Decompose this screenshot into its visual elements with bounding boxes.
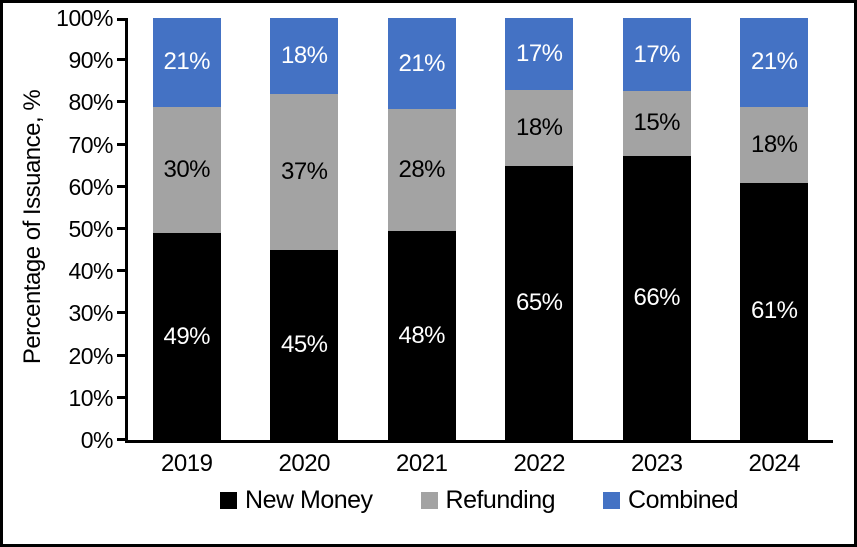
y-tick-label: 40% [68, 258, 113, 285]
bar-segment-refunding: 30% [152, 106, 221, 234]
legend-item-combined: Combined [603, 486, 738, 515]
plot-area: 21% 30% 49% 18% 37% 45% 21% 28% 48% 17% 18% 65% 17% 1… [117, 18, 833, 443]
y-tick-label: 30% [68, 300, 113, 327]
y-tick-label: 70% [68, 131, 113, 158]
bar-segment-refunding: 37% [270, 93, 339, 251]
legend: New Money Refunding Combined [125, 486, 833, 515]
bar-segment-combined: 21% [152, 18, 221, 107]
legend-label: Combined [628, 486, 738, 514]
y-tick-mark [117, 58, 125, 62]
bar-segment-refunding: 28% [387, 109, 456, 232]
y-axis-labels: 0% 10% 20% 30% 40% 50% 60% 70% 80% 90% 100% [3, 5, 113, 453]
bar-slot-2024: 21% 18% 61% [716, 18, 834, 440]
y-tick-label: 50% [68, 216, 113, 242]
bar-segment-refunding: 15% [622, 91, 691, 156]
legend-item-refunding: Refunding [420, 486, 556, 515]
legend-label: New Money [245, 486, 373, 514]
bars-container: 21% 30% 49% 18% 37% 45% 21% 28% 48% 17% 18% 65% 17% 1… [128, 18, 833, 440]
legend-swatch-icon [420, 492, 438, 509]
bar-segment-new-money: 49% [152, 233, 221, 440]
y-tick-mark [117, 18, 125, 21]
y-tick-mark [117, 269, 125, 273]
x-tick-label: 2022 [513, 450, 566, 477]
bar-segment-new-money: 65% [505, 165, 574, 440]
y-tick-mark [117, 438, 125, 441]
bar-segment-combined: 21% [387, 18, 456, 110]
y-tick-mark [117, 227, 125, 230]
bar-segment-new-money: 66% [622, 155, 691, 440]
y-tick-mark [117, 184, 125, 188]
bar-slot-2020: 18% 37% 45% [246, 18, 364, 440]
x-tick-label: 2023 [631, 450, 683, 477]
stacked-bar-2024: 21% 18% 61% [740, 18, 809, 440]
bar-segment-refunding: 18% [740, 106, 809, 183]
legend-swatch-icon [603, 492, 621, 509]
y-tick-label: 80% [68, 89, 113, 116]
y-tick-label: 100% [56, 5, 113, 31]
bar-segment-combined: 18% [270, 18, 339, 94]
bar-segment-new-money: 48% [387, 231, 456, 440]
bar-slot-2023: 17% 15% 66% [598, 18, 716, 440]
bar-segment-combined: 17% [505, 18, 574, 90]
bar-segment-refunding: 18% [505, 89, 574, 166]
legend-label: Refunding [445, 486, 556, 514]
y-tick-label: 20% [68, 342, 113, 369]
y-tick-mark [117, 311, 125, 315]
y-tick-mark [117, 142, 125, 146]
x-tick-label: 2024 [748, 450, 801, 477]
bar-slot-2019: 21% 30% 49% [128, 18, 246, 440]
x-tick-label: 2019 [161, 450, 213, 477]
bar-segment-combined: 21% [740, 18, 809, 107]
stacked-bar-2019: 21% 30% 49% [152, 18, 221, 440]
stacked-bar-2022: 17% 18% 65% [505, 18, 574, 440]
bar-slot-2021: 21% 28% 48% [363, 18, 481, 440]
bar-segment-new-money: 61% [740, 182, 809, 440]
y-tick-label: 0% [80, 427, 114, 453]
y-tick-mark [117, 100, 125, 104]
stacked-bar-2021: 21% 28% 48% [387, 18, 456, 440]
bar-segment-new-money: 45% [270, 250, 339, 440]
y-tick-mark [117, 395, 125, 399]
y-tick-label: 60% [68, 173, 113, 200]
bar-segment-combined: 17% [622, 18, 691, 92]
legend-swatch-icon [220, 492, 238, 509]
x-tick-label: 2020 [278, 450, 331, 477]
y-tick-label: 10% [68, 384, 113, 411]
x-axis-labels: 2019 2020 2021 2022 2023 2024 [128, 450, 833, 478]
y-tick-mark [117, 353, 125, 357]
y-tick-label: 90% [68, 47, 113, 74]
stacked-bar-2020: 18% 37% 45% [270, 18, 339, 440]
bar-slot-2022: 17% 18% 65% [481, 18, 599, 440]
x-tick-label: 2021 [396, 450, 448, 477]
legend-item-new-money: New Money [220, 486, 373, 515]
stacked-bar-2023: 17% 15% 66% [622, 18, 691, 440]
